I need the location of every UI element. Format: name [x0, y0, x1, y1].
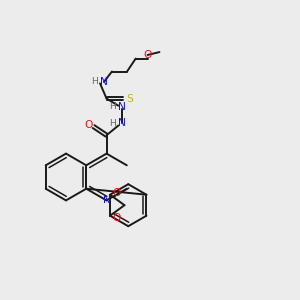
Text: H: H: [110, 102, 116, 111]
Text: N: N: [100, 77, 108, 87]
Text: N: N: [118, 118, 126, 128]
Text: N: N: [118, 102, 126, 112]
Text: N: N: [103, 195, 110, 206]
Text: S: S: [126, 94, 133, 103]
Text: H: H: [110, 118, 116, 127]
Text: H: H: [91, 77, 98, 86]
Text: O: O: [84, 120, 92, 130]
Text: O: O: [112, 188, 120, 198]
Text: O: O: [143, 50, 152, 60]
Text: O: O: [112, 213, 120, 223]
